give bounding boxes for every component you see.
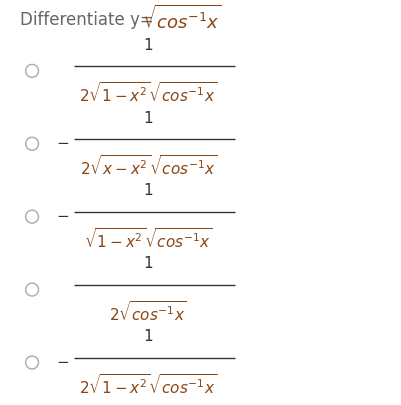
Text: 1: 1 — [144, 256, 153, 271]
Text: $\sqrt{1-x^{2}}\sqrt{\mathit{cos}^{-1}x}$: $\sqrt{1-x^{2}}\sqrt{\mathit{cos}^{-1}x}… — [84, 227, 213, 251]
Text: Differentiate y=: Differentiate y= — [20, 11, 159, 29]
Text: $\sqrt{\mathit{cos}^{-1}x}$: $\sqrt{\mathit{cos}^{-1}x}$ — [142, 5, 222, 33]
Text: $-$: $-$ — [56, 134, 69, 149]
Text: $-$: $-$ — [56, 353, 69, 368]
Text: $-$: $-$ — [56, 207, 69, 222]
Text: 1: 1 — [144, 111, 153, 126]
Text: $2\sqrt{\mathit{cos}^{-1}x}$: $2\sqrt{\mathit{cos}^{-1}x}$ — [109, 300, 187, 324]
Text: $2\sqrt{1-x^{2}}\sqrt{\mathit{cos}^{-1}x}$: $2\sqrt{1-x^{2}}\sqrt{\mathit{cos}^{-1}x… — [79, 373, 217, 396]
Text: 1: 1 — [144, 38, 153, 53]
Text: $2\sqrt{x-x^{2}}\sqrt{\mathit{cos}^{-1}x}$: $2\sqrt{x-x^{2}}\sqrt{\mathit{cos}^{-1}x… — [80, 154, 217, 178]
Text: $2\sqrt{1-x^{2}}\sqrt{\mathit{cos}^{-1}x}$: $2\sqrt{1-x^{2}}\sqrt{\mathit{cos}^{-1}x… — [79, 81, 217, 105]
Text: 1: 1 — [144, 329, 153, 344]
Text: 1: 1 — [144, 183, 153, 198]
